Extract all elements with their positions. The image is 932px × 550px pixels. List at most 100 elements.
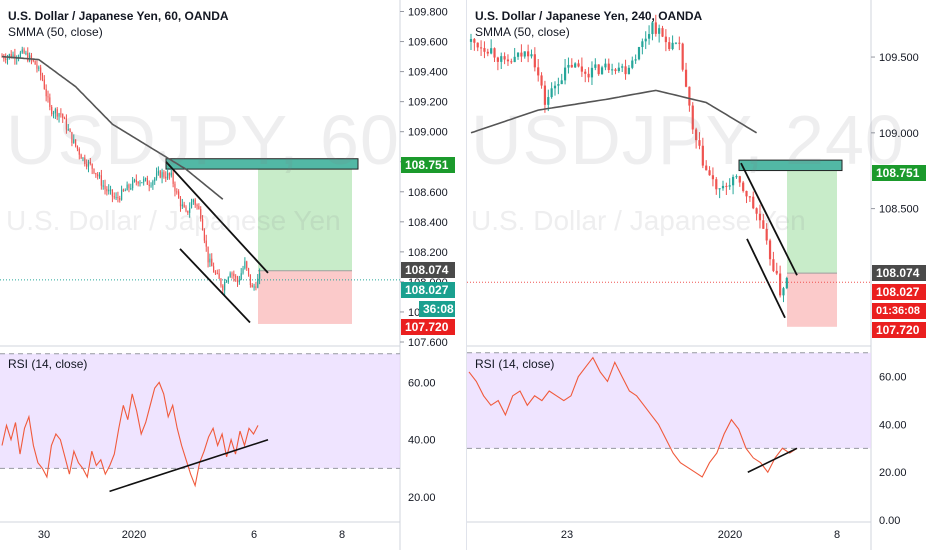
candle-body (148, 184, 150, 187)
candle-body (715, 179, 718, 190)
time-tick-label: 2020 (718, 529, 742, 541)
candle-body (617, 67, 620, 72)
candle-body (469, 39, 473, 42)
candle-body (553, 85, 557, 89)
price-tick-label: 108.500 (879, 204, 919, 216)
candle-body (141, 182, 143, 184)
candle-body (167, 173, 169, 179)
candle-body (43, 79, 45, 89)
indicator-label[interactable]: SMMA (50, close) (475, 25, 570, 39)
candle-body (607, 63, 610, 71)
candle-body (567, 64, 570, 68)
candle-body (765, 228, 768, 241)
last-price-tag: 108.074 (401, 262, 455, 278)
rsi-trendline (747, 447, 798, 473)
time-tick-label: 23 (561, 529, 573, 541)
chart-header: U.S. Dollar / Japanese Yen, 60, OANDA SM… (8, 8, 229, 40)
candle-body (157, 171, 159, 174)
candle-body (30, 55, 33, 60)
candle-body (634, 59, 637, 61)
candle-body (647, 34, 651, 39)
candle-body (590, 67, 594, 78)
candle-body (100, 175, 102, 186)
chart-title: U.S. Dollar / Japanese Yen, 60, OANDA (8, 9, 229, 23)
candle-body (150, 185, 152, 187)
price-tick-label: 108.400 (408, 217, 448, 229)
candle-body (500, 56, 503, 62)
target-zone (787, 170, 837, 274)
chart-panel-left[interactable]: 109.800109.600109.400109.200109.000108.8… (0, 0, 466, 550)
candle-body (580, 66, 583, 72)
candle-body (38, 67, 40, 69)
candle-body (701, 145, 704, 166)
candle-body (108, 189, 110, 192)
candle-body (192, 199, 194, 203)
candle-body (233, 273, 235, 277)
candle-body (23, 49, 25, 54)
candle-body (65, 118, 67, 130)
candle-body (82, 157, 84, 159)
candle-body (214, 272, 217, 274)
candle-body (748, 196, 751, 198)
price-tick-label: 108.600 (408, 187, 448, 199)
chart-canvas-right[interactable]: 109.500 109.000 108.500 60.00 40.00 20.00 0.00… (467, 0, 932, 550)
price-tick-label: 109.400 (408, 67, 448, 79)
candle-body (224, 281, 226, 291)
candle-body (227, 277, 229, 282)
candle-body (711, 175, 715, 180)
candle-body (51, 106, 53, 115)
candle-body (483, 48, 486, 52)
candle-body (735, 176, 738, 178)
candle-body (611, 69, 614, 71)
candle-body (119, 198, 121, 200)
smma-line (470, 89, 758, 134)
candle-body (225, 281, 228, 283)
price-tick-label: 109.800 (408, 7, 448, 19)
candle-body (543, 85, 547, 105)
candle-body (187, 210, 189, 213)
candle-body (547, 97, 550, 105)
candle-body (62, 114, 64, 119)
time-tick-label: 30 (38, 529, 50, 541)
stop-price-tag: 107.720 (401, 319, 455, 335)
candle-body (782, 288, 785, 296)
chart-title: U.S. Dollar / Japanese Yen, 240, OANDA (475, 9, 703, 23)
candle-body (563, 67, 567, 81)
candle-body (255, 286, 257, 288)
rsi-label[interactable]: RSI (14, close) (475, 357, 555, 371)
candle-body (115, 197, 117, 199)
candle-body (128, 184, 130, 189)
candle-body (664, 36, 667, 43)
target-zone (258, 169, 352, 271)
candle-body (247, 268, 250, 275)
candle-body (144, 178, 147, 180)
candle-body (80, 154, 82, 159)
candle-body (516, 52, 520, 57)
indicator-label[interactable]: SMMA (50, close) (8, 25, 103, 39)
candle-body (6, 56, 9, 60)
candle-body (229, 273, 231, 278)
candle-body (8, 54, 10, 57)
candle-body (40, 67, 42, 76)
price-tick-label: 109.200 (408, 97, 448, 109)
candle-body (34, 60, 36, 65)
candle-body (54, 109, 56, 114)
candle-body (658, 28, 661, 34)
candle-body (216, 273, 218, 275)
stop-zone (787, 273, 837, 327)
candle-body (661, 28, 664, 37)
candle-body (168, 173, 171, 176)
candle-body (758, 213, 762, 221)
candle-body (209, 258, 211, 263)
rsi-tick-label: 0.00 (879, 515, 900, 527)
chart-canvas-left[interactable]: 109.800109.600109.400109.200109.000108.8… (0, 0, 466, 550)
candle-body (163, 172, 165, 177)
chart-header: U.S. Dollar / Japanese Yen, 240, OANDA S… (475, 8, 702, 40)
candle-body (78, 149, 80, 155)
rsi-label[interactable]: RSI (14, close) (8, 357, 88, 371)
candle-body (27, 52, 29, 61)
time-tick-label: 6 (251, 529, 257, 541)
chart-panel-right[interactable]: 109.500 109.000 108.500 60.00 40.00 20.00 0.00… (467, 0, 932, 550)
candle-body (179, 198, 182, 207)
candle-body (560, 80, 563, 85)
